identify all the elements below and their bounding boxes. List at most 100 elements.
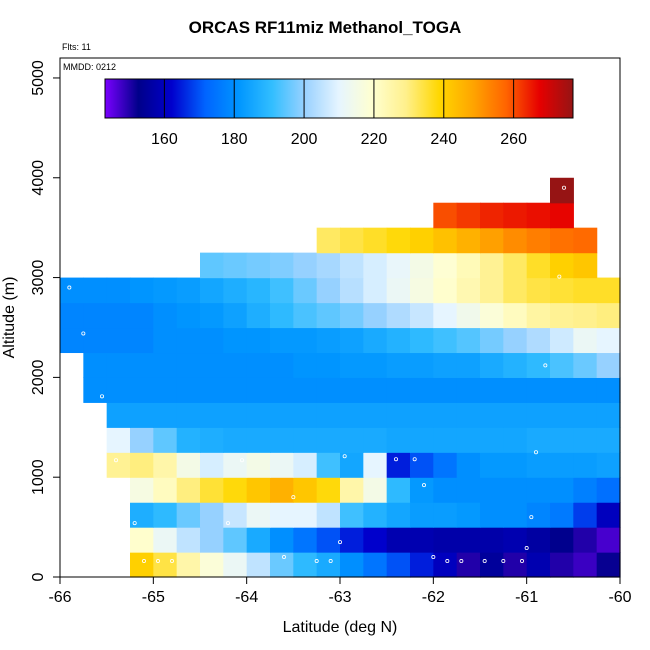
sample-point xyxy=(169,559,174,564)
heatmap-cell xyxy=(526,227,551,254)
heatmap-cell xyxy=(340,277,364,304)
heatmap-cell xyxy=(526,402,551,428)
heatmap-cell xyxy=(130,502,154,528)
heatmap-cell xyxy=(526,202,551,229)
heatmap-cell xyxy=(456,252,481,279)
heatmap-cell xyxy=(363,352,388,378)
heatmap-cell xyxy=(480,477,504,503)
heatmap-cell xyxy=(433,427,458,453)
heatmap-cell xyxy=(480,227,504,254)
heatmap-cell xyxy=(596,527,621,553)
heatmap-cell xyxy=(223,352,248,378)
heatmap-cell xyxy=(246,502,271,528)
heatmap-cell xyxy=(596,402,621,428)
colorbar-tick-label: 260 xyxy=(500,131,527,148)
heatmap-cell xyxy=(363,377,388,403)
heatmap-cell xyxy=(503,252,528,279)
heatmap-cell xyxy=(456,402,481,428)
heatmap-cell xyxy=(526,477,551,503)
heatmap-cell xyxy=(386,277,411,304)
heatmap-cell xyxy=(410,552,434,578)
heatmap-cell xyxy=(130,352,154,378)
sample-point xyxy=(529,515,534,520)
heatmap-cell xyxy=(223,302,248,329)
y-tick-label: 5000 xyxy=(30,60,47,96)
heatmap-cell xyxy=(550,477,574,503)
heatmap-cell xyxy=(386,427,411,453)
heatmap-cell xyxy=(596,452,621,478)
heatmap-cell xyxy=(503,402,528,428)
sample-point xyxy=(291,495,296,500)
heatmap-cell xyxy=(200,352,224,378)
heatmap-cell xyxy=(200,402,224,428)
heatmap-cell xyxy=(176,402,201,428)
y-tick-label: 2000 xyxy=(30,359,47,395)
heatmap-cell xyxy=(246,377,271,403)
heatmap-cell xyxy=(433,552,458,578)
heatmap-cell xyxy=(456,302,481,329)
heatmap-cell xyxy=(410,302,434,329)
heatmap-cell xyxy=(293,552,318,578)
heatmap-cell xyxy=(130,452,154,478)
heatmap-cell xyxy=(480,327,504,354)
heatmap-cell xyxy=(503,527,528,553)
heatmap-cell xyxy=(316,352,341,378)
heatmap-cell xyxy=(223,377,248,403)
x-axis-label: Latitude (deg N) xyxy=(283,619,398,636)
heatmap-cell xyxy=(83,352,108,378)
heatmap-cell xyxy=(386,302,411,329)
heatmap-cell xyxy=(573,227,598,254)
colorbar-tick-label: 160 xyxy=(151,131,178,148)
heatmap-cell xyxy=(176,352,201,378)
heatmap-cell xyxy=(596,327,621,354)
heatmap-cell xyxy=(550,452,574,478)
heatmap-cell xyxy=(550,552,574,578)
heatmap-cell xyxy=(130,302,154,329)
heatmap-cell xyxy=(153,277,178,304)
heatmap-cell xyxy=(410,452,434,478)
heatmap-cell xyxy=(573,527,598,553)
heatmap-cell xyxy=(293,252,318,279)
x-tick-label: -65 xyxy=(142,589,165,606)
heatmap-cell xyxy=(270,552,294,578)
heatmap-cell xyxy=(106,452,131,478)
heatmap-cell xyxy=(480,427,504,453)
heatmap-cell xyxy=(363,527,388,553)
y-axis-label: Altitude (m) xyxy=(1,277,18,359)
heatmap-cell xyxy=(153,452,178,478)
x-tick-label: -66 xyxy=(48,589,71,606)
heatmap-cell xyxy=(270,277,294,304)
heatmap-cell xyxy=(503,227,528,254)
heatmap-cell xyxy=(106,327,131,354)
sample-point xyxy=(81,331,86,336)
heatmap-cell xyxy=(270,252,294,279)
sample-point xyxy=(543,363,548,368)
heatmap-cell xyxy=(176,377,201,403)
heatmap-cell xyxy=(83,277,108,304)
heatmap-cell xyxy=(363,552,388,578)
sample-point xyxy=(459,559,464,564)
heatmap-cell xyxy=(270,327,294,354)
heatmap-cell xyxy=(596,552,621,578)
heatmap-cell xyxy=(153,327,178,354)
heatmap-cell xyxy=(270,427,294,453)
heatmap-cell xyxy=(550,527,574,553)
heatmap-cell xyxy=(386,377,411,403)
heatmap-cell xyxy=(200,327,224,354)
heatmap-cell xyxy=(480,452,504,478)
heatmap-cell xyxy=(550,352,574,378)
heatmap-cell xyxy=(573,552,598,578)
y-tick-label: 1000 xyxy=(30,459,47,495)
heatmap-cell xyxy=(316,277,341,304)
heatmap-cell xyxy=(386,402,411,428)
heatmap-cell xyxy=(293,327,318,354)
heatmap-cell xyxy=(526,352,551,378)
heatmap-cell xyxy=(503,327,528,354)
heatmap-cell xyxy=(293,477,318,503)
heatmap-cell xyxy=(176,452,201,478)
heatmap-cell xyxy=(433,502,458,528)
heatmap-cell xyxy=(410,377,434,403)
heatmap-cell xyxy=(60,327,84,354)
heatmap-cell xyxy=(316,252,341,279)
heatmap-cell xyxy=(340,252,364,279)
